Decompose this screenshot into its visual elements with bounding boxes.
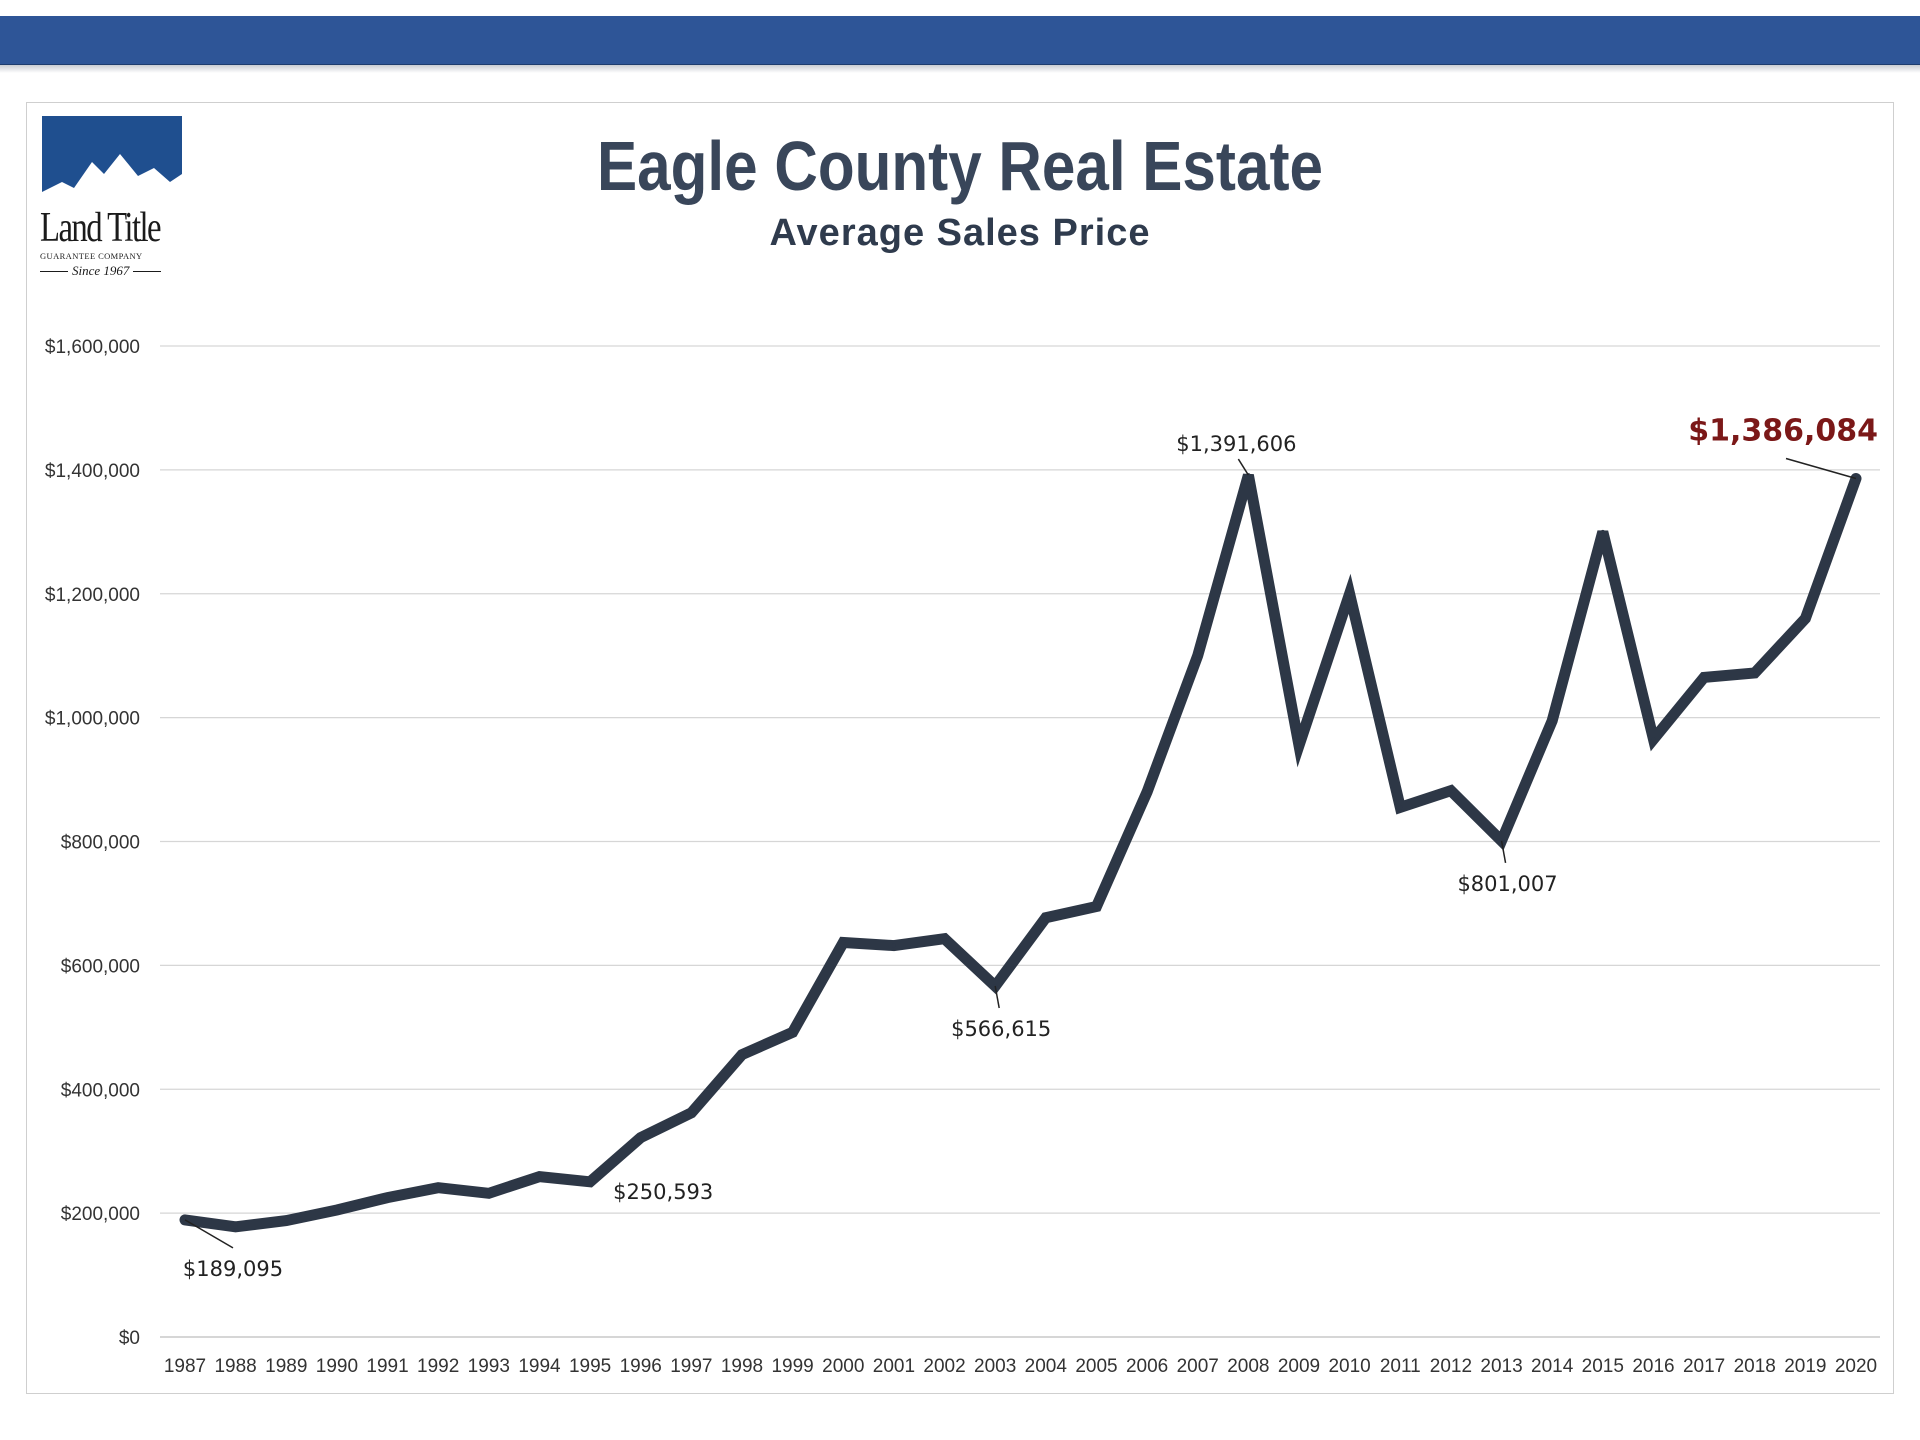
annotation-leader xyxy=(994,985,1000,1009)
data-point xyxy=(841,940,846,945)
y-tick-label: $800,000 xyxy=(61,833,140,854)
x-tick-label: 1991 xyxy=(366,1356,408,1377)
y-tick-label: $600,000 xyxy=(61,956,140,977)
data-point xyxy=(486,1191,491,1196)
logo-tagline: GUARANTEE COMPANY xyxy=(40,251,143,261)
x-tick-label: 1993 xyxy=(468,1356,510,1377)
x-tick-label: 2006 xyxy=(1126,1356,1168,1377)
chart-title: Eagle County Real Estate xyxy=(597,127,1323,205)
series-line xyxy=(179,473,1862,1233)
x-tick-label: 1996 xyxy=(620,1356,662,1377)
data-label: $801,007 xyxy=(1457,872,1557,896)
x-tick-label: 2002 xyxy=(923,1356,965,1377)
data-point xyxy=(1600,529,1605,534)
x-tick-label: 2015 xyxy=(1582,1356,1624,1377)
data-point xyxy=(1448,788,1453,793)
data-point xyxy=(1195,653,1200,658)
x-tick-label: 2013 xyxy=(1480,1356,1522,1377)
data-point xyxy=(436,1185,441,1190)
x-tick-label: 1999 xyxy=(771,1356,813,1377)
x-tick-label: 2020 xyxy=(1835,1356,1877,1377)
header-bar xyxy=(0,16,1920,65)
annotation-leader xyxy=(184,1219,234,1249)
x-tick-label: 1997 xyxy=(670,1356,712,1377)
data-point xyxy=(1347,591,1352,596)
divider xyxy=(40,270,68,272)
x-tick-label: 1994 xyxy=(518,1356,561,1377)
x-tick-label: 1988 xyxy=(214,1356,256,1377)
data-label: $1,386,084 xyxy=(1688,413,1878,448)
data-point xyxy=(689,1110,694,1115)
x-tick-label: 2014 xyxy=(1531,1356,1574,1377)
data-label: $250,593 xyxy=(613,1180,713,1204)
y-tick-label: $1,600,000 xyxy=(45,337,140,358)
data-point xyxy=(1803,616,1808,621)
data-label: $566,615 xyxy=(951,1017,1051,1041)
logo-since: Since 1967 xyxy=(40,263,190,279)
data-point xyxy=(1651,737,1656,742)
x-tick-label: 1992 xyxy=(417,1356,459,1377)
data-point xyxy=(1398,805,1403,810)
data-point xyxy=(942,936,947,941)
x-tick-label: 2009 xyxy=(1278,1356,1320,1377)
data-point xyxy=(1550,718,1555,723)
x-tick-label: 2000 xyxy=(822,1356,864,1377)
x-tick-label: 2003 xyxy=(974,1356,1016,1377)
x-tick-label: 2017 xyxy=(1683,1356,1725,1377)
x-tick-label: 2010 xyxy=(1328,1356,1370,1377)
data-point xyxy=(1297,743,1301,748)
x-tick-label: 2001 xyxy=(873,1356,915,1377)
data-label: $1,391,606 xyxy=(1176,432,1296,456)
x-tick-label: 2004 xyxy=(1025,1356,1068,1377)
data-point xyxy=(537,1174,542,1179)
logo-since-text: Since 1967 xyxy=(72,263,130,278)
y-tick-label: $1,000,000 xyxy=(45,709,140,730)
data-point xyxy=(638,1135,643,1140)
x-tick-label: 2011 xyxy=(1380,1356,1421,1377)
y-tick-label: $1,400,000 xyxy=(45,461,140,482)
data-point xyxy=(588,1179,593,1184)
data-point xyxy=(790,1030,795,1035)
x-tick-label: 1998 xyxy=(721,1356,763,1377)
data-point xyxy=(385,1195,390,1200)
x-tick-label: 2012 xyxy=(1430,1356,1472,1377)
data-point xyxy=(1094,904,1099,909)
y-tick-label: $1,200,000 xyxy=(45,585,140,606)
x-tick-label: 1989 xyxy=(265,1356,307,1377)
y-tick-label: $400,000 xyxy=(61,1080,140,1101)
chart-subtitle: Average Sales Price xyxy=(769,212,1151,254)
annotation-leader xyxy=(1500,840,1507,864)
data-point xyxy=(1043,915,1048,920)
x-tick-label: 1987 xyxy=(164,1356,206,1377)
x-tick-label: 2018 xyxy=(1734,1356,1776,1377)
chart-frame xyxy=(26,102,1894,1394)
data-point xyxy=(334,1208,339,1213)
annotation-leader xyxy=(1785,457,1857,480)
x-tick-label: 2008 xyxy=(1227,1356,1269,1377)
y-tick-label: $0 xyxy=(119,1328,140,1349)
data-point xyxy=(1752,671,1757,676)
x-tick-label: 1990 xyxy=(316,1356,358,1377)
logo-wordmark: Land Title GUARANTEE COMPANY Since 1967 xyxy=(40,207,190,279)
data-point xyxy=(233,1224,238,1229)
data-point xyxy=(740,1052,744,1057)
x-tick-label: 2007 xyxy=(1177,1356,1219,1377)
data-point xyxy=(284,1218,289,1223)
x-tick-label: 1995 xyxy=(569,1356,611,1377)
logo-name: Land Title xyxy=(40,205,162,251)
y-tick-label: $200,000 xyxy=(61,1204,140,1225)
data-point xyxy=(1702,675,1707,680)
annotation-leader xyxy=(1237,458,1249,476)
header-shadow xyxy=(0,65,1920,73)
data-label: $189,095 xyxy=(183,1257,283,1281)
mountain-logo-icon xyxy=(42,116,182,204)
x-tick-label: 2016 xyxy=(1632,1356,1674,1377)
data-point xyxy=(891,943,896,948)
x-tick-label: 2005 xyxy=(1075,1356,1117,1377)
data-point xyxy=(1145,789,1150,794)
divider xyxy=(133,270,162,272)
x-tick-label: 2019 xyxy=(1784,1356,1826,1377)
